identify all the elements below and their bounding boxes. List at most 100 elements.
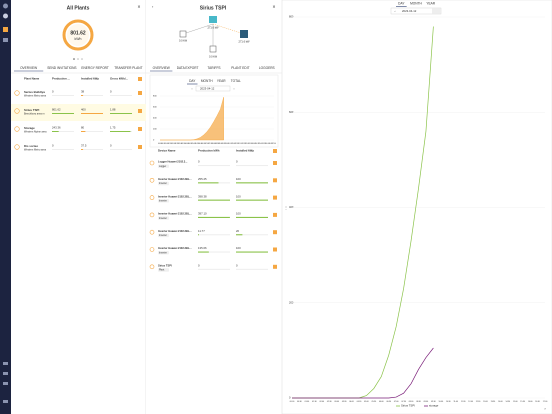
- x-tick-label: 10:30: [228, 143, 232, 145]
- plant-name[interactable]: Dis sorteo: [24, 144, 38, 148]
- tab[interactable]: SEND INVITATIONS: [47, 66, 76, 70]
- settings-button[interactable]: [273, 149, 277, 153]
- legend-label[interactable]: Sirius TSPI: [401, 404, 415, 408]
- cell-value: 0: [236, 264, 238, 268]
- page-dot[interactable]: [73, 58, 75, 60]
- x-tick-label: 06:30: [202, 143, 206, 145]
- device-name[interactable]: Inverter Huawei 2102.3BL...: [158, 229, 192, 233]
- x-tick-label: 05:30: [372, 401, 377, 403]
- tab[interactable]: DAY: [189, 79, 196, 83]
- tab[interactable]: MONTH: [410, 1, 422, 5]
- row-action[interactable]: [138, 127, 142, 131]
- device-tag: Plant: [159, 269, 165, 272]
- row-action[interactable]: [273, 264, 277, 269]
- close-button[interactable]: ×: [138, 4, 141, 10]
- row-icon: [149, 247, 155, 252]
- x-tick-label: 04:00: [185, 143, 189, 145]
- tag-bg: [158, 181, 169, 186]
- gauge-center: [67, 24, 89, 46]
- tab[interactable]: MONTH: [201, 79, 213, 83]
- row-action[interactable]: [273, 212, 277, 217]
- row-action[interactable]: [138, 109, 142, 113]
- page-dot[interactable]: [81, 58, 83, 60]
- settings-button[interactable]: [138, 77, 142, 81]
- row-action[interactable]: [138, 145, 142, 149]
- tab[interactable]: PLANT EDIT: [231, 66, 249, 70]
- row-action[interactable]: [273, 178, 277, 183]
- prev-day[interactable]: ‹: [395, 9, 396, 13]
- cell-value: 100: [236, 194, 241, 198]
- sidebar-icon[interactable]: [3, 13, 8, 19]
- tab[interactable]: ENERGY REPORT: [81, 66, 109, 70]
- next-day[interactable]: [432, 8, 441, 14]
- tab[interactable]: YEAR: [426, 1, 435, 5]
- bar-track: [198, 165, 230, 167]
- row-action[interactable]: [273, 161, 277, 165]
- bar-track: [52, 149, 74, 150]
- sidebar-icon[interactable]: [3, 372, 8, 375]
- tab[interactable]: TOTAL: [231, 79, 241, 83]
- x-tick-label: 04:00: [349, 401, 354, 403]
- x-tick-label: 11:30: [235, 143, 239, 145]
- row-icon: [149, 264, 155, 270]
- tag-bg: [158, 233, 169, 238]
- row-action[interactable]: [273, 247, 277, 252]
- next-day[interactable]: ›: [234, 86, 235, 90]
- bar: [236, 182, 268, 184]
- sidebar-icon[interactable]: [3, 3, 8, 9]
- plant-name[interactable]: Sirius TSPI: [24, 108, 39, 112]
- y-tick-label: 200: [289, 300, 294, 304]
- bar: [81, 149, 84, 150]
- tab[interactable]: TRANSFER PLANT: [114, 66, 142, 70]
- bar-track: [81, 95, 103, 96]
- prev-day[interactable]: ‹: [192, 86, 193, 90]
- x-tick-label: 00:30: [297, 401, 302, 403]
- tab[interactable]: OVERVIEW: [20, 66, 37, 70]
- legend-label[interactable]: storage: [429, 404, 439, 408]
- plant-name[interactable]: Serius Buildiya: [24, 90, 45, 94]
- device-name[interactable]: Inverter Huawei 2102.3BL...: [158, 194, 192, 198]
- device-name[interactable]: Inverter Huawei 2102.3BL...: [158, 246, 192, 250]
- solar-icon: [209, 16, 217, 23]
- bar: [52, 113, 74, 114]
- x-tick-label: 00:30: [161, 143, 165, 145]
- x-tick-label: 11:30: [461, 401, 465, 403]
- sidebar-icon[interactable]: [3, 27, 8, 32]
- x-tick-label: 10:00: [225, 143, 229, 145]
- row-icon: [149, 178, 155, 183]
- cell-value: 801.62: [52, 108, 61, 112]
- tab[interactable]: LOGGERS: [259, 66, 275, 70]
- expand-button[interactable]: ›: [544, 406, 546, 411]
- bar-track: [110, 149, 132, 150]
- tab[interactable]: YEAR: [217, 79, 226, 83]
- sidebar-icon[interactable]: [3, 400, 8, 403]
- device-name[interactable]: Inverter Huawei 2102.3BL...: [158, 177, 192, 181]
- row-action[interactable]: [138, 91, 142, 95]
- close-button[interactable]: ×: [273, 4, 276, 10]
- tab[interactable]: TARIFFS: [207, 66, 220, 70]
- sidebar-icon[interactable]: [3, 382, 8, 385]
- bar: [236, 216, 268, 218]
- tab[interactable]: DAY: [398, 1, 405, 5]
- analytics-panel: [281, 0, 552, 414]
- resize-handle[interactable]: ⋮: [284, 205, 288, 210]
- device-name[interactable]: Sirius TSPI: [158, 263, 172, 267]
- row-action[interactable]: [273, 230, 277, 235]
- device-tag: Inverter: [159, 200, 167, 203]
- x-tick-label: 17:00: [272, 143, 276, 145]
- row-action[interactable]: [273, 195, 277, 200]
- device-name[interactable]: Logger Huawei 2102.3...: [158, 160, 188, 164]
- bar: [81, 131, 86, 132]
- device-name[interactable]: Inverter Huawei 2102.3BL...: [158, 212, 192, 216]
- back-button[interactable]: ‹: [152, 4, 154, 9]
- date-picker[interactable]: [195, 85, 231, 92]
- plant-name[interactable]: Storage: [24, 126, 35, 130]
- row-highlight: [11, 104, 146, 121]
- page-dot[interactable]: [77, 58, 79, 60]
- tab[interactable]: DATA EXPORT: [177, 66, 199, 70]
- tab[interactable]: OVERVIEW: [153, 66, 170, 70]
- y-tick-label: 200: [153, 129, 157, 131]
- sidebar-icon[interactable]: [3, 362, 8, 365]
- x-tick-label: 09:00: [424, 401, 429, 403]
- sidebar-icon[interactable]: [3, 38, 8, 42]
